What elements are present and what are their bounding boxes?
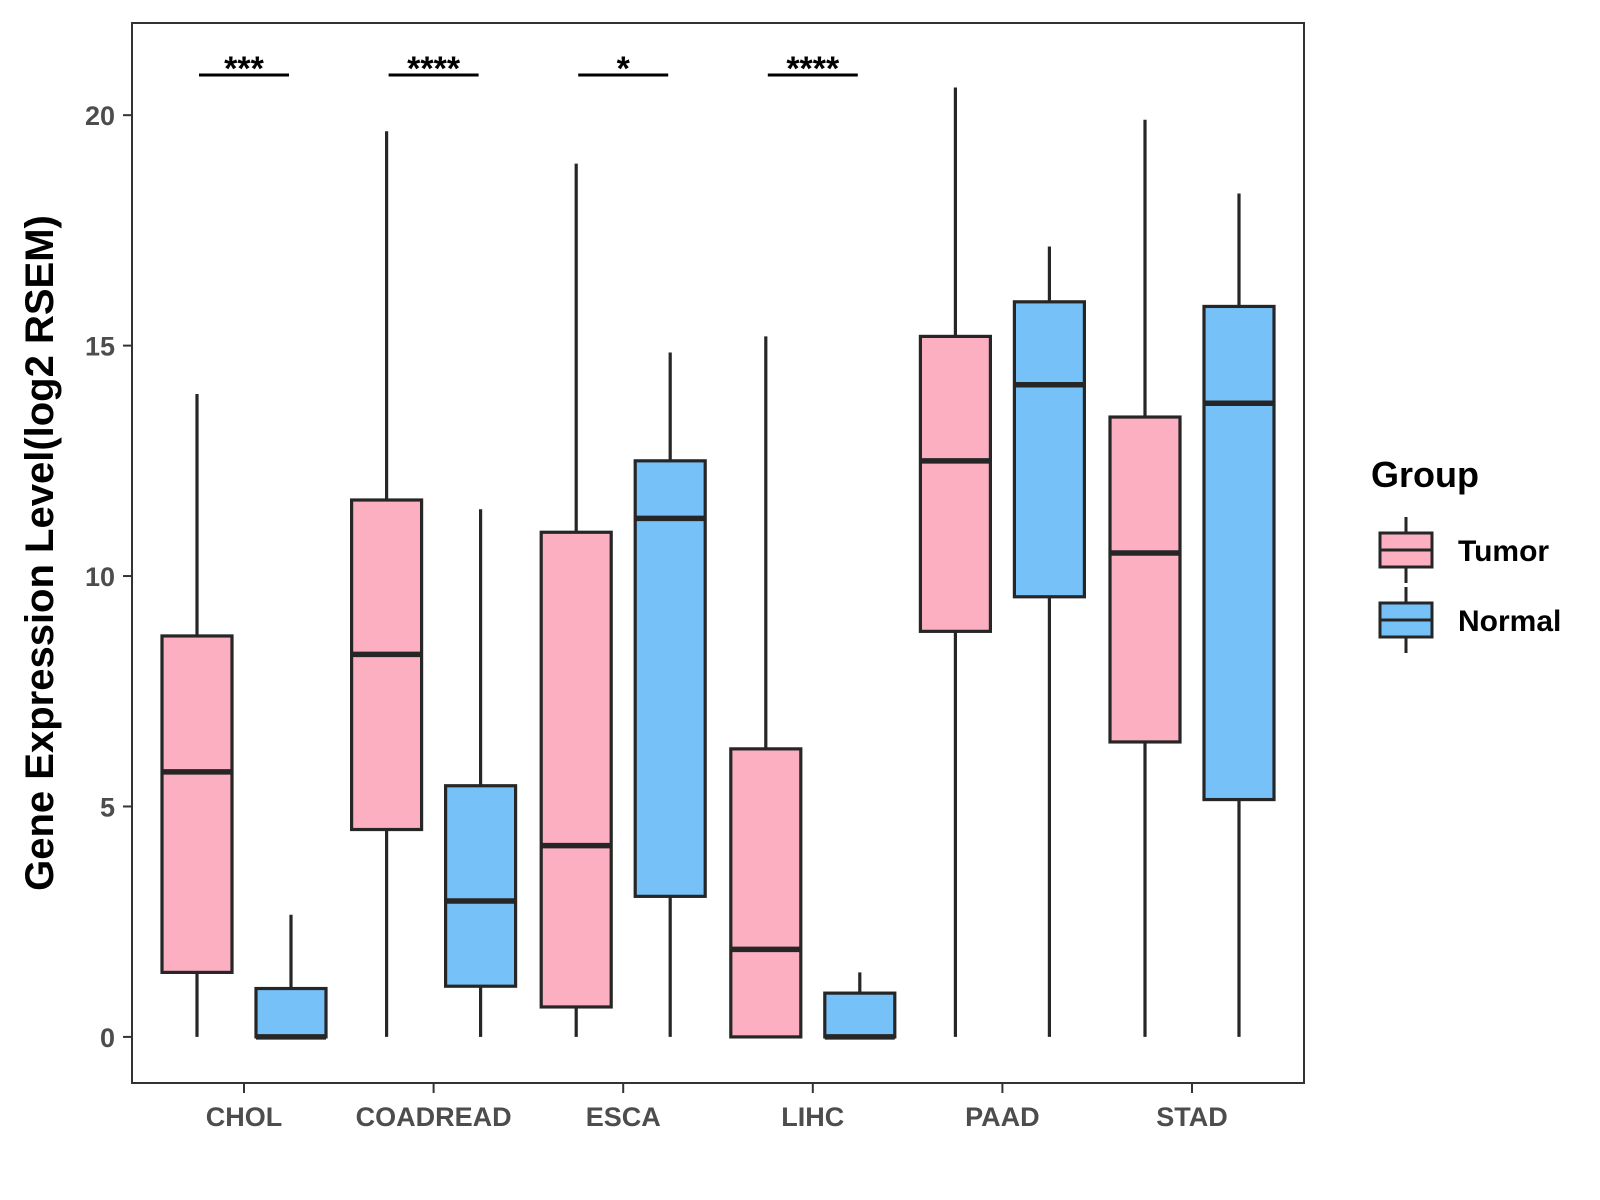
x-tick-label-paad: PAAD	[965, 1102, 1040, 1132]
box-iqr	[1012, 300, 1087, 599]
box-normal-coadread	[444, 509, 518, 1037]
y-axis: 0 5 10 15 20	[85, 101, 132, 1053]
box-iqr	[729, 747, 803, 1039]
x-tick-label-lihc: LIHC	[781, 1102, 844, 1132]
box-tumor-lihc	[729, 336, 803, 1039]
significance-label-coadread: ****	[407, 50, 461, 88]
legend-key-tumor	[1378, 517, 1434, 583]
box-iqr	[1108, 415, 1182, 744]
box-normal-stad	[1202, 193, 1276, 1037]
y-tick-label-15: 15	[85, 332, 115, 362]
box-iqr	[254, 986, 328, 1039]
significance-label-lihc: ****	[786, 50, 840, 88]
box-tumor-stad	[1108, 119, 1182, 1037]
box-tumor-esca	[539, 163, 613, 1037]
box-iqr	[823, 991, 897, 1039]
legend-key-normal	[1378, 587, 1434, 653]
x-tick-label-chol: CHOL	[206, 1102, 283, 1132]
significance-label-esca: *	[617, 50, 631, 88]
x-tick-label-stad: STAD	[1156, 1102, 1228, 1132]
legend: Group Tumor Normal	[1371, 454, 1561, 653]
legend-title: Group	[1371, 454, 1479, 495]
box-iqr	[1202, 304, 1276, 802]
boxes-layer	[160, 87, 1276, 1040]
legend-label-tumor: Tumor	[1458, 535, 1549, 568]
x-tick-label-coadread: COADREAD	[356, 1102, 512, 1132]
box-iqr	[350, 498, 424, 832]
x-tick-label-esca: ESCA	[586, 1102, 661, 1132]
box-normal-lihc	[823, 972, 897, 1040]
box-normal-paad	[1012, 246, 1087, 1037]
x-axis: CHOL COADREAD ESCA LIHC PAAD STAD	[206, 1083, 1228, 1132]
y-tick-label-10: 10	[85, 562, 115, 592]
y-tick-label-5: 5	[100, 792, 115, 822]
significance-label-chol: ***	[224, 50, 264, 88]
box-iqr	[918, 334, 993, 633]
y-tick-label-20: 20	[85, 101, 115, 131]
box-iqr	[444, 784, 518, 988]
box-normal-chol	[254, 914, 328, 1040]
significance-layer: *** **** * ****	[199, 50, 858, 88]
box-iqr	[539, 530, 613, 1009]
y-tick-label-0: 0	[100, 1023, 115, 1053]
box-tumor-chol	[160, 394, 234, 1037]
box-normal-esca	[633, 352, 707, 1037]
box-iqr	[160, 634, 234, 974]
box-iqr	[633, 459, 707, 898]
y-axis-title: Gene Expression Level(log2 RSEM)	[18, 215, 62, 891]
box-tumor-paad	[918, 87, 993, 1037]
box-tumor-coadread	[350, 131, 424, 1037]
legend-label-normal: Normal	[1458, 605, 1561, 638]
